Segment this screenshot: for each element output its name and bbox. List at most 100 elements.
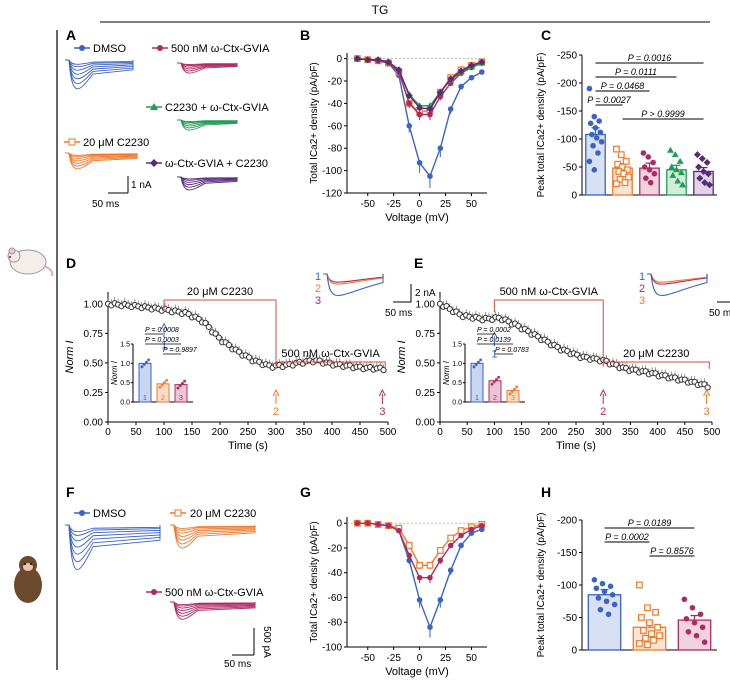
data-point (647, 179, 654, 186)
trace-scale-bar (393, 284, 412, 303)
current-trace (170, 601, 256, 620)
x-tick-label: 100 (156, 427, 173, 438)
data-point (641, 164, 648, 170)
data-point (437, 557, 444, 564)
inset-point (513, 387, 516, 391)
inset-y-tick-label: 1.0 (120, 361, 130, 368)
panel-letter-h: H (541, 484, 551, 500)
scale-bar-f: 500 pA 50 ms (224, 626, 272, 670)
y-axis-label: Peak total ICa2+ density (pA/pF) (536, 53, 547, 198)
data-point (595, 150, 601, 156)
x-axis-label: Voltage (mV) (385, 212, 449, 224)
panel-letter-a: A (66, 27, 76, 43)
x-tick-label: 400 (324, 427, 341, 438)
data-point (246, 354, 253, 361)
y-tick-label: 0 (336, 519, 342, 530)
data-point (427, 173, 433, 179)
data-point (609, 591, 616, 598)
scale-bar-f-x: 50 ms (224, 659, 251, 670)
time-series (104, 297, 387, 374)
x-tick-label: 50 (466, 199, 478, 210)
traces-ctx (177, 62, 238, 74)
x-axis-label: Time (s) (228, 440, 268, 452)
legend-c2230-ctx: C2230 + ω-Ctx-GVIA (146, 102, 269, 114)
data-point (637, 614, 645, 621)
tg-label: TG (372, 3, 389, 17)
inset-bar-label: 2 (493, 395, 497, 402)
series-500-nm-ctx-gvia (354, 520, 485, 584)
y-tick-label: -100 (557, 581, 577, 592)
data-point (645, 154, 652, 160)
inset-bar-label: 3 (179, 395, 183, 402)
scale-bar-a-x: 50 ms (92, 199, 119, 210)
arrow-head-3 (703, 388, 711, 397)
data-point (364, 520, 371, 526)
y-tick-label: -100 (557, 135, 577, 146)
data-point (697, 611, 704, 618)
x-tick-label: 150 (513, 427, 530, 438)
series--ctx-gvia-c2230 (353, 55, 486, 115)
x-tick-label: 25 (440, 199, 452, 210)
data-point (426, 105, 434, 113)
inset-p-value: P = 0.0002 (477, 327, 511, 334)
inset-bar-3 (506, 389, 520, 403)
data-point (625, 173, 632, 181)
inset-y-tick-label: 1.0 (452, 361, 462, 368)
inset-point (495, 378, 498, 381)
data-point (593, 135, 600, 141)
data-point (654, 623, 661, 631)
marker-label-3: 3 (379, 406, 385, 418)
inset-y-tick-label: 0.0 (452, 400, 462, 407)
marker-label-3: 3 (703, 406, 709, 418)
legend-f-ctx: 500 nM ω-Ctx-GVIA (146, 587, 264, 599)
y-tick-label: -150 (557, 107, 577, 118)
inset-y-label: Norm I (442, 360, 451, 385)
data-point (202, 319, 209, 327)
time-series (436, 297, 711, 391)
y-tick-label: -100 (322, 643, 342, 654)
current-trace-1 (323, 273, 384, 297)
x-tick-label: 25 (440, 653, 452, 664)
data-point (597, 129, 604, 136)
data-point (603, 598, 610, 605)
inset-point (472, 365, 476, 369)
inset-p-value: P = 0.0139 (477, 337, 511, 344)
monkey-icon (14, 556, 42, 603)
inset-y-tick-label: 1.5 (120, 342, 130, 349)
y-axis-label: Peak total ICa2+ density (pA/pF) (536, 513, 547, 658)
inset-bar-label: 1 (475, 395, 479, 402)
data-point (416, 104, 424, 112)
data-point (405, 92, 413, 100)
inset-point (515, 385, 518, 389)
data-point (613, 180, 620, 188)
data-point (436, 88, 444, 96)
data-point (681, 596, 688, 603)
treatment-bracket-1 (493, 299, 604, 367)
data-point (384, 58, 392, 66)
inset-bar-1 (138, 362, 152, 403)
data-point (592, 125, 599, 131)
inset-point (140, 365, 144, 369)
series-20-m-c2230 (353, 519, 486, 570)
inset-point (477, 360, 480, 364)
legend-c2230: 20 μM C2230 (64, 137, 149, 149)
data-point (406, 100, 413, 107)
data-point (406, 552, 413, 559)
data-point (693, 151, 701, 159)
data-point (385, 522, 392, 529)
y-axis-label: Total ICa2+ density (pA/pF) (309, 521, 320, 642)
data-point (599, 580, 606, 587)
inset-point (474, 363, 478, 366)
x-tick-label: 150 (184, 427, 201, 438)
x-tick-label: 50 (462, 427, 474, 438)
inset-point (510, 390, 514, 393)
inset-point (490, 382, 494, 386)
data-point (677, 169, 685, 176)
data-point (646, 167, 653, 173)
arrow-head-2 (599, 388, 607, 397)
scale-bar-f-y: 500 pA (261, 626, 272, 658)
x-tick-label: 500 (704, 427, 721, 438)
series-dmso (354, 55, 485, 188)
data-point (640, 627, 647, 634)
data-point (605, 611, 612, 618)
